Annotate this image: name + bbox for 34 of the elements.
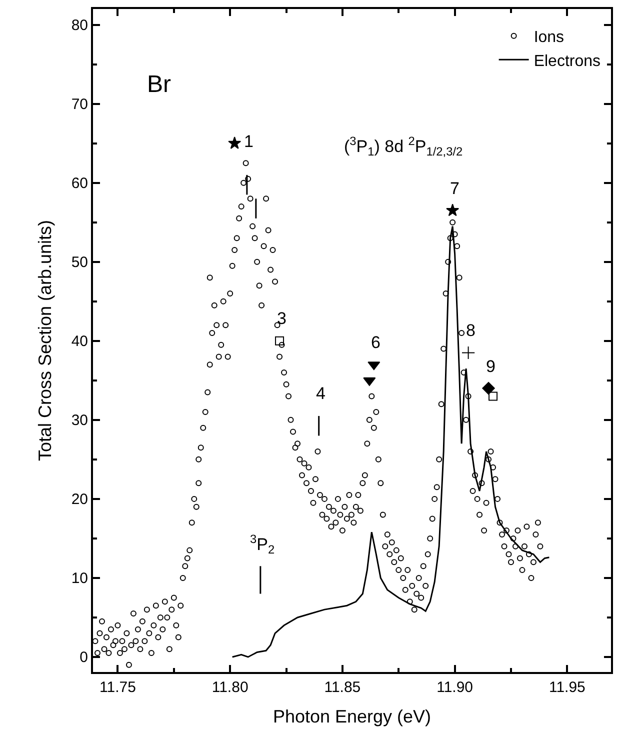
annotation: 3: [277, 309, 286, 328]
x-tick-label: 11.75: [100, 679, 136, 696]
annotation: $^{3}$P$_{2}$: [250, 532, 275, 557]
y-tick-label: 70: [71, 96, 88, 114]
point: [462, 346, 476, 360]
legend-label: Ions: [534, 29, 564, 46]
x-axis-title: Photon Energy (eV): [272, 706, 432, 727]
y-axis-title: Total Cross Section (arb.units): [35, 220, 56, 462]
annotation: ($^{3}$P$_{1}$) 8d $^{2}$P$_{1/2,3/2}$: [344, 134, 464, 159]
point: [275, 336, 284, 346]
y-tick-label: 10: [71, 570, 88, 588]
annotation: 4: [316, 384, 326, 403]
annotation: 9: [486, 357, 496, 376]
y-tick-label: 20: [71, 491, 88, 508]
point: [446, 204, 460, 216]
y-tick-label: 40: [71, 333, 88, 350]
legend-label: Electrons: [534, 52, 601, 70]
y-tick-label: 50: [71, 254, 88, 272]
annotation: 7: [450, 179, 460, 198]
point: [228, 136, 242, 149]
annotation: 1: [244, 132, 254, 151]
y-tick-label: 30: [71, 412, 88, 430]
y-tick-label: 0: [80, 649, 88, 666]
x-tick-label: 11.85: [324, 679, 361, 696]
x-tick-label: 11.90: [436, 679, 474, 696]
annotation: 8: [466, 321, 476, 340]
point: [482, 382, 495, 395]
point: [488, 392, 498, 401]
annotation: 6: [371, 333, 380, 352]
y-tick-label: 60: [71, 175, 88, 192]
x-tick-label: 11.80: [212, 679, 248, 696]
annotation: Br: [147, 71, 172, 98]
y-tick-label: 80: [71, 17, 88, 34]
x-tick-label: 11.95: [548, 679, 586, 696]
